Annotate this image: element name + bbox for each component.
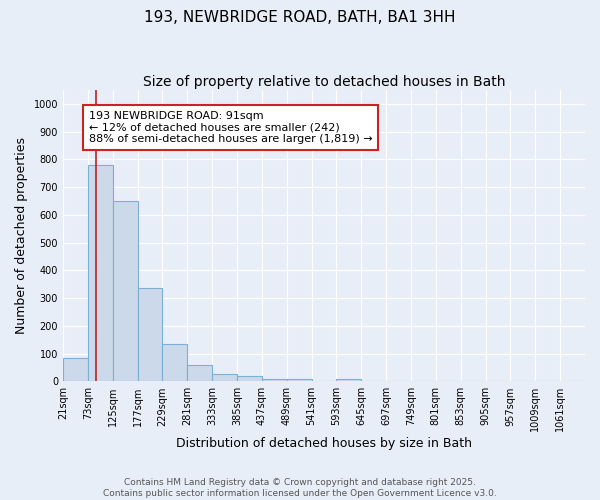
Bar (337, 378, 361, 382)
Text: 193, NEWBRIDGE ROAD, BATH, BA1 3HH: 193, NEWBRIDGE ROAD, BATH, BA1 3HH (144, 10, 456, 25)
Bar (88, 165, 113, 382)
Bar (237, 376, 262, 382)
Text: Contains HM Land Registry data © Crown copyright and database right 2025.
Contai: Contains HM Land Registry data © Crown c… (103, 478, 497, 498)
Bar (287, 380, 311, 382)
Bar (163, 344, 187, 382)
Bar (113, 201, 137, 382)
Title: Size of property relative to detached houses in Bath: Size of property relative to detached ho… (143, 75, 505, 89)
Y-axis label: Number of detached properties: Number of detached properties (15, 137, 28, 334)
Text: 193 NEWBRIDGE ROAD: 91sqm
← 12% of detached houses are smaller (242)
88% of semi: 193 NEWBRIDGE ROAD: 91sqm ← 12% of detac… (89, 111, 373, 144)
X-axis label: Distribution of detached houses by size in Bath: Distribution of detached houses by size … (176, 437, 472, 450)
Bar (262, 378, 287, 382)
Bar (63, 358, 88, 382)
Bar (137, 288, 163, 382)
Bar (187, 365, 212, 382)
Bar (212, 374, 237, 382)
